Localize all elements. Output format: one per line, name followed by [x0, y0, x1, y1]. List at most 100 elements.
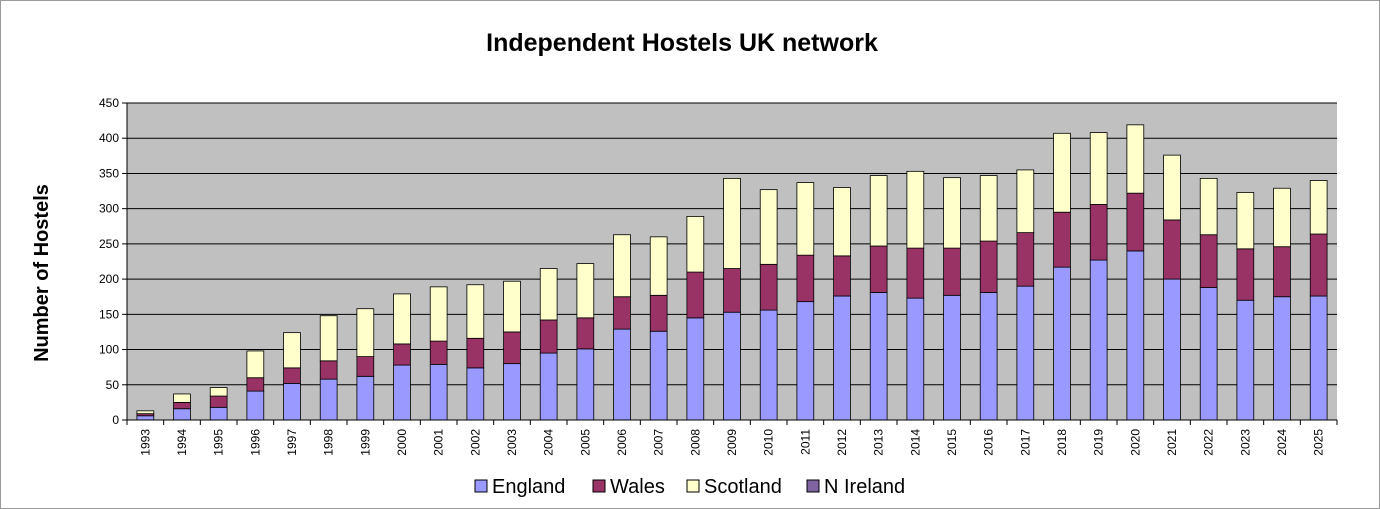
bar-wales-1998 — [319, 360, 338, 380]
bar-wales-2011 — [796, 254, 815, 303]
bar-england-2015 — [943, 294, 961, 421]
bar-wales-2009 — [723, 268, 741, 313]
bar-scotland-2007 — [649, 236, 668, 296]
x-tick-label: 1998 — [322, 429, 336, 456]
bar-scotland-2005 — [576, 263, 595, 319]
x-tick-label: 2020 — [1128, 429, 1142, 456]
bar-england-1999 — [356, 375, 375, 421]
bar-wales-1997 — [283, 367, 301, 384]
bar-wales-2003 — [503, 331, 521, 365]
x-tick-label: 2010 — [762, 429, 776, 456]
bar-wales-2017 — [1016, 232, 1035, 287]
bar-england-2022 — [1199, 287, 1218, 421]
legend-swatch-wales — [592, 479, 606, 493]
bar-scotland-2000 — [393, 293, 411, 345]
axes — [126, 103, 1338, 425]
bar-scotland-2024 — [1273, 187, 1291, 248]
bar-england-2017 — [1016, 285, 1035, 421]
bar-scotland-2018 — [1053, 132, 1071, 213]
y-tick-label: 150 — [99, 307, 119, 321]
bar-wales-2016 — [979, 240, 998, 293]
bar-scotland-2017 — [1016, 169, 1035, 234]
bar-wales-2001 — [429, 340, 448, 365]
bar-wales-2024 — [1273, 246, 1291, 298]
x-tick-label: 1999 — [358, 429, 372, 456]
bar-wales-2007 — [649, 294, 668, 332]
bar-scotland-2011 — [796, 182, 815, 256]
bar-wales-2000 — [393, 343, 411, 366]
bar-scotland-2025 — [1309, 180, 1328, 235]
y-tick-label: 400 — [99, 131, 119, 145]
x-tick-label: 1996 — [248, 429, 262, 456]
x-tick-label: 2018 — [1055, 429, 1069, 456]
x-tick-label: 2002 — [468, 429, 482, 456]
bar-scotland-2014 — [906, 170, 925, 249]
x-tick-label: 2004 — [542, 429, 556, 456]
bar-england-2023 — [1236, 299, 1255, 421]
bar-wales-2022 — [1199, 234, 1218, 288]
bar-scotland-1994 — [173, 393, 191, 403]
bar-wales-2015 — [943, 247, 961, 296]
bar-england-2004 — [539, 352, 558, 421]
bar-scotland-1997 — [283, 332, 301, 369]
bar-england-2003 — [503, 363, 521, 421]
bar-england-2019 — [1089, 259, 1108, 421]
bar-wales-2020 — [1126, 192, 1145, 252]
bar-england-2000 — [393, 364, 411, 421]
y-tick-label: 200 — [99, 272, 119, 286]
legend: England Wales Scotland N Ireland — [474, 476, 905, 498]
bar-england-2018 — [1053, 266, 1071, 421]
bar-england-2016 — [979, 292, 998, 421]
bar-wales-2010 — [759, 263, 778, 311]
x-tick-label: 2013 — [872, 429, 886, 456]
bar-england-2010 — [759, 309, 778, 421]
bar-scotland-2009 — [723, 177, 741, 269]
bar-england-1994 — [173, 408, 191, 421]
bar-scotland-2012 — [833, 187, 851, 257]
x-tick-label: 2000 — [395, 429, 409, 456]
bar-england-2006 — [613, 328, 631, 421]
bar-wales-2006 — [613, 296, 631, 330]
bar-england-2020 — [1126, 250, 1145, 421]
y-tick-label: 100 — [99, 343, 119, 357]
bar-scotland-2013 — [869, 175, 888, 247]
bar-scotland-2006 — [613, 234, 631, 298]
chart-title: Independent Hostels UK network — [486, 29, 878, 57]
x-tick-label: 2005 — [578, 429, 592, 456]
x-tick-label: 2012 — [835, 429, 849, 456]
y-tick-labels: 0 50 100 150 200 250 300 350 400 450 — [99, 96, 119, 427]
legend-swatch-scotland — [686, 479, 700, 493]
x-tick-label: 2023 — [1238, 429, 1252, 456]
bar-scotland-2003 — [503, 280, 521, 333]
x-tick-label: 2022 — [1202, 429, 1216, 456]
bar-scotland-2004 — [539, 268, 558, 321]
legend-label-wales: Wales — [610, 476, 665, 498]
bar-wales-2018 — [1053, 211, 1071, 268]
y-tick-label: 300 — [99, 202, 119, 216]
bar-england-2008 — [686, 317, 705, 421]
bar-england-1997 — [283, 382, 301, 421]
bar-wales-2008 — [686, 271, 705, 319]
legend-label-n-ireland: N Ireland — [824, 476, 905, 498]
y-tick-label: 0 — [112, 413, 119, 427]
bar-scotland-2021 — [1163, 154, 1181, 221]
bar-wales-2014 — [906, 247, 925, 299]
bar-scotland-1993 — [136, 410, 155, 415]
bar-scotland-2016 — [979, 175, 998, 242]
bar-scotland-1995 — [209, 387, 228, 397]
bar-scotland-2023 — [1236, 192, 1255, 250]
x-tick-label: 2001 — [432, 429, 446, 456]
bar-wales-1999 — [356, 356, 375, 377]
legend-swatch-england — [474, 479, 488, 493]
y-tick-label: 250 — [99, 237, 119, 251]
bar-scotland-1998 — [319, 315, 338, 362]
bar-wales-1996 — [246, 377, 265, 392]
bars — [136, 124, 1328, 421]
bar-england-1996 — [246, 390, 265, 421]
bar-england-2001 — [429, 363, 448, 421]
bar-wales-2002 — [466, 337, 485, 369]
x-tick-label: 2009 — [725, 429, 739, 456]
bar-england-2002 — [466, 367, 485, 421]
